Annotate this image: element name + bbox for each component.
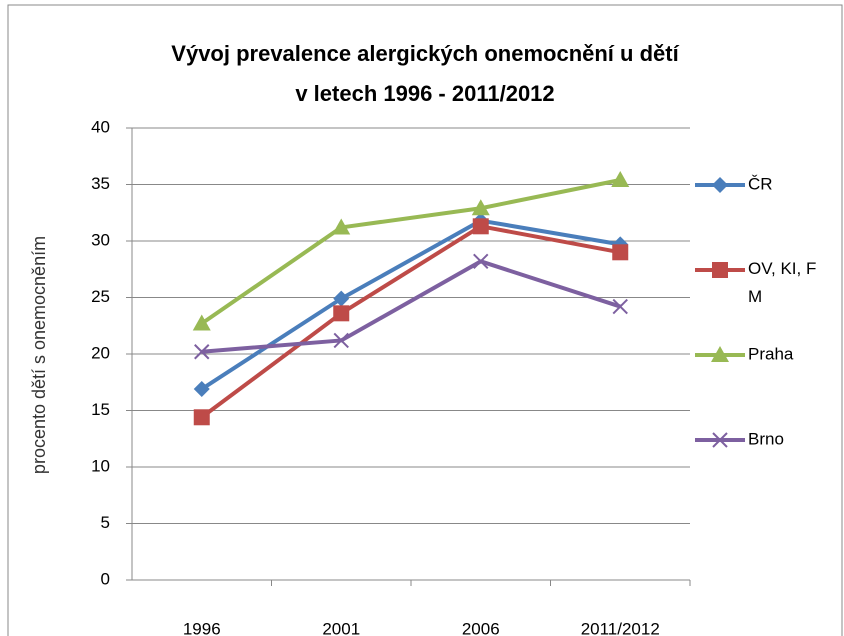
data-point <box>194 344 210 360</box>
y-tick-label: 20 <box>91 343 110 362</box>
legend-marker <box>712 432 728 448</box>
y-tick-label: 35 <box>91 174 110 193</box>
legend-marker <box>712 177 728 193</box>
legend-label: ČR <box>748 174 773 193</box>
data-point <box>193 381 210 398</box>
series-line <box>201 259 621 354</box>
data-point <box>333 290 350 307</box>
x-tick-label: 2006 <box>462 619 500 636</box>
y-tick-label: 25 <box>91 287 110 306</box>
legend-marker <box>712 262 728 278</box>
y-tick-label: 40 <box>91 117 110 136</box>
data-point <box>193 409 210 426</box>
data-point <box>471 199 490 216</box>
y-tick-label: 30 <box>91 230 110 249</box>
y-tick-label: 5 <box>101 513 110 532</box>
legend-marker <box>711 346 729 362</box>
legend-label: Praha <box>748 344 794 363</box>
data-point <box>472 218 489 235</box>
chart-border <box>7 4 843 636</box>
data-point <box>333 332 349 349</box>
data-point <box>612 298 628 315</box>
y-axis-label: procento dětí s onemocněním <box>29 236 49 474</box>
x-tick-label: 2011/2012 <box>581 619 660 636</box>
y-tick-label: 0 <box>101 569 110 588</box>
y-tick-label: 15 <box>91 400 110 419</box>
series-line <box>200 178 621 326</box>
series-line <box>200 224 621 419</box>
data-point <box>473 253 489 270</box>
data-point <box>333 305 350 322</box>
series-line <box>200 218 621 391</box>
y-tick-label: 10 <box>91 456 110 475</box>
chart-title: v letech 1996 - 2011/2012 <box>295 81 554 106</box>
data-point <box>612 244 629 261</box>
data-point <box>611 170 630 187</box>
x-tick-label: 1996 <box>183 619 221 636</box>
data-point <box>332 218 351 235</box>
data-point <box>192 314 211 331</box>
legend-label: Brno <box>748 429 784 448</box>
x-tick-label: 2001 <box>322 619 360 636</box>
chart-title: Vývoj prevalence alergických onemocnění … <box>171 41 679 66</box>
